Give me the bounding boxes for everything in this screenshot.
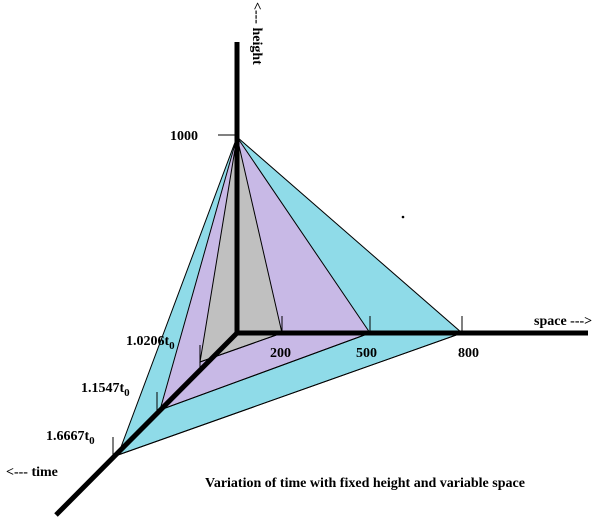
space-axis-label: space --->: [534, 314, 592, 329]
time-axis-label: <--- time: [6, 465, 58, 480]
stray-dot: [401, 215, 405, 219]
diagram-caption: Variation of time with fixed height and …: [205, 476, 525, 491]
time-tick-label-2: 1.1547t0: [81, 381, 130, 399]
space-tick-label-200: 200: [270, 346, 291, 361]
time-tick-label-1: 1.0206t0: [126, 334, 175, 352]
base-edge-800: [117, 332, 463, 456]
height-tick-label-1000: 1000: [170, 129, 198, 144]
time-tick-label-3: 1.6667t0: [46, 429, 95, 447]
height-axis-label: <--- height: [249, 2, 264, 65]
space-tick-label-500: 500: [356, 346, 377, 361]
base-edge-500: [159, 332, 371, 411]
time-axis: [54, 331, 239, 517]
space-tick-label-800: 800: [458, 346, 479, 361]
